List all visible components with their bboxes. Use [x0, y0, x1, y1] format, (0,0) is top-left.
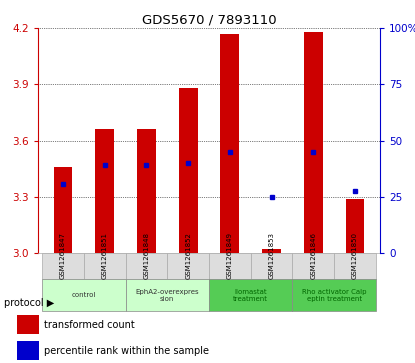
Text: GSM1261848: GSM1261848	[144, 232, 149, 278]
Bar	[137, 129, 156, 253]
Text: EphA2-overexpres
sion: EphA2-overexpres sion	[135, 289, 199, 302]
Bar	[95, 129, 114, 253]
Bar	[262, 249, 281, 253]
Bar	[293, 279, 376, 311]
Title: GDS5670 / 7893110: GDS5670 / 7893110	[142, 14, 276, 27]
Bar	[42, 253, 84, 279]
Text: Ilomastat
treatment: Ilomastat treatment	[233, 289, 268, 302]
Text: GSM1261850: GSM1261850	[352, 232, 358, 278]
Text: Rho activator Calp
eptin treatment: Rho activator Calp eptin treatment	[302, 289, 366, 302]
Bar	[220, 34, 239, 253]
Text: transformed count: transformed count	[44, 319, 134, 330]
Bar	[126, 253, 167, 279]
Text: GSM1261851: GSM1261851	[102, 232, 108, 278]
Text: GSM1261853: GSM1261853	[269, 232, 275, 278]
Bar	[346, 199, 364, 253]
Text: GSM1261852: GSM1261852	[185, 232, 191, 278]
Text: GSM1261847: GSM1261847	[60, 232, 66, 278]
Bar	[84, 253, 126, 279]
Bar	[54, 167, 72, 253]
Bar	[293, 253, 334, 279]
Bar	[179, 88, 198, 253]
Bar	[42, 279, 126, 311]
Text: GSM1261846: GSM1261846	[310, 232, 316, 278]
Text: protocol ▶: protocol ▶	[4, 298, 54, 309]
Bar	[17, 340, 39, 360]
Bar	[17, 315, 39, 334]
Text: GSM1261849: GSM1261849	[227, 232, 233, 278]
Bar	[251, 253, 293, 279]
Bar	[304, 32, 322, 253]
Bar	[167, 253, 209, 279]
Bar	[209, 279, 293, 311]
Bar	[334, 253, 376, 279]
Text: percentile rank within the sample: percentile rank within the sample	[44, 346, 209, 355]
Bar	[126, 279, 209, 311]
Text: control: control	[72, 292, 96, 298]
Bar	[209, 253, 251, 279]
